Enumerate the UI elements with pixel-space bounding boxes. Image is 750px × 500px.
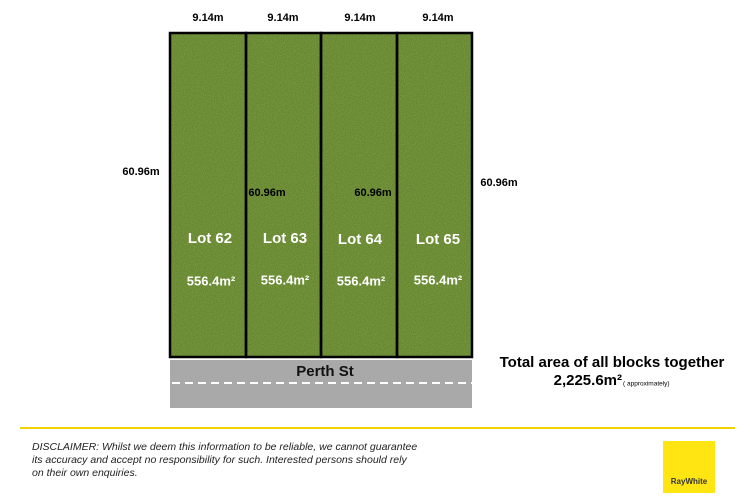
depth: 60.96m	[354, 187, 392, 199]
depth: 60.96m	[248, 187, 286, 199]
lot-label: Lot 64	[338, 231, 383, 248]
total-area: 2,225.6m²	[554, 372, 622, 389]
depth: 60.96m	[122, 166, 160, 178]
depth: 60.96m	[480, 177, 518, 189]
lot-area: 556.4m²	[261, 272, 310, 287]
logo-text: RayWhite	[671, 477, 708, 486]
lot-area: 556.4m²	[414, 272, 463, 287]
lot-area: 556.4m²	[337, 273, 386, 288]
disclaimer-line: DISCLAIMER: Whilst we deem this informat…	[32, 441, 417, 453]
frontage: 9.14m	[422, 12, 453, 24]
frontage: 9.14m	[344, 12, 375, 24]
total-note: ( approximately)	[623, 381, 670, 388]
lot-label: Lot 62	[188, 230, 232, 247]
logo-box	[663, 441, 715, 493]
disclaimer-line: on their own enquiries.	[32, 467, 138, 479]
lot-outlines	[168, 31, 474, 359]
street-name: Perth St	[296, 363, 354, 380]
lot-label: Lot 63	[263, 230, 307, 247]
lot-area: 556.4m²	[187, 273, 236, 288]
disclaimer-line: its accuracy and accept no responsibilit…	[32, 454, 407, 466]
lot-label: Lot 65	[416, 231, 460, 248]
total-title: Total area of all blocks together	[500, 354, 725, 371]
frontage: 9.14m	[267, 12, 298, 24]
frontage: 9.14m	[192, 12, 223, 24]
